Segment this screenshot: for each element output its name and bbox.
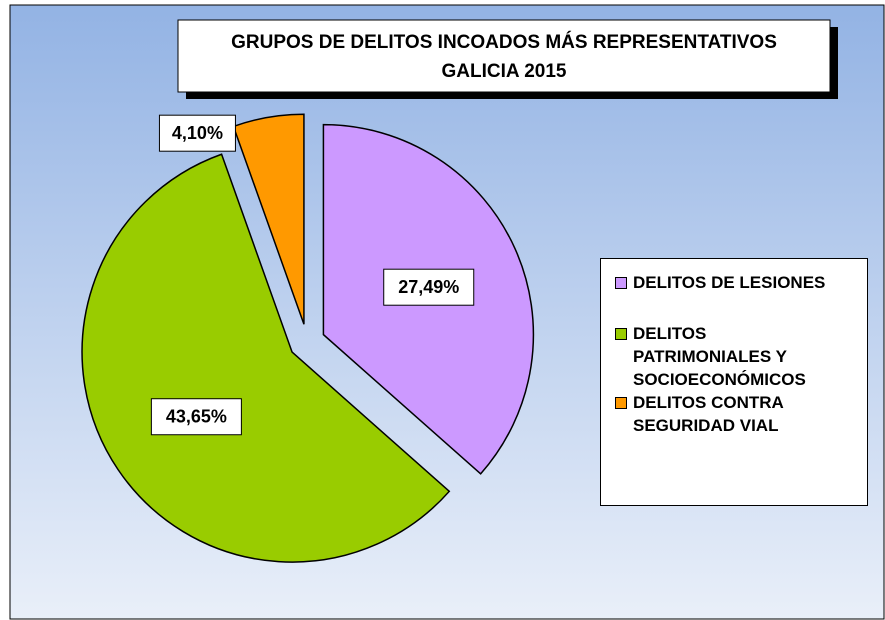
data-label-box bbox=[158, 114, 236, 152]
legend-entry: DELITOS PATRIMONIALES Y SOCIOECONÓMICOS bbox=[615, 322, 861, 391]
legend-swatch bbox=[615, 328, 627, 340]
data-label: 4,10% bbox=[172, 123, 223, 143]
legend-label: DELITOS CONTRA SEGURIDAD VIAL bbox=[633, 393, 784, 435]
legend-swatch bbox=[615, 397, 627, 409]
legend-entry: DELITOS CONTRA SEGURIDAD VIAL bbox=[615, 391, 861, 437]
data-label-box bbox=[150, 398, 242, 436]
data-label: 43,65% bbox=[166, 406, 227, 426]
data-label: 27,49% bbox=[398, 277, 459, 297]
legend-entry: DELITOS DE LESIONES bbox=[615, 271, 861, 294]
chart-subtitle: GALICIA 2015 bbox=[442, 61, 567, 82]
title-box bbox=[177, 19, 831, 93]
pie-slice bbox=[81, 153, 451, 563]
legend-swatch bbox=[615, 277, 627, 289]
legend-label: DELITOS DE LESIONES bbox=[633, 273, 826, 292]
legend-label: DELITOS PATRIMONIALES Y SOCIOECONÓMICOS bbox=[633, 324, 806, 389]
data-label-box bbox=[383, 268, 475, 306]
legend: DELITOS DE LESIONES DELITOS PATRIMONIALES… bbox=[600, 258, 868, 506]
chart-title: GRUPOS DE DELITOS INCOADOS MÁS REPRESENT… bbox=[231, 31, 777, 53]
